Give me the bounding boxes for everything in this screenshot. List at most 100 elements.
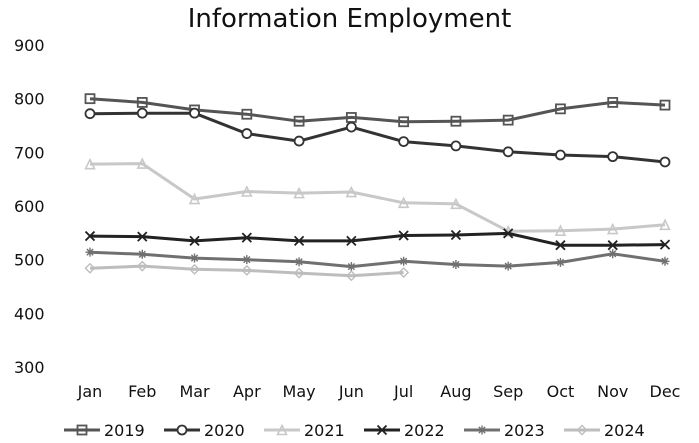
x-tick-label: Jun — [338, 382, 364, 401]
series-2023 — [85, 247, 670, 272]
data-point-2019-Jul — [398, 116, 410, 128]
data-point-2020-Jun — [345, 121, 357, 133]
y-tick-label: 900 — [14, 36, 45, 55]
x-tick-label: Apr — [233, 382, 261, 401]
data-point-2022-Oct — [555, 240, 566, 251]
x-tick-label: May — [283, 382, 316, 401]
data-point-2019-Feb — [136, 97, 148, 108]
data-point-2023-Oct — [555, 257, 565, 267]
data-point-2022-Feb — [137, 231, 148, 242]
x-tick-label: Jan — [77, 382, 103, 401]
data-point-2021-Jun — [345, 185, 358, 198]
legend-swatch-marker — [176, 424, 188, 436]
data-point-2023-Aug — [451, 259, 461, 269]
data-point-2023-May — [294, 257, 304, 267]
y-axis: 900 800 700 600 500 400 300 — [14, 36, 45, 377]
data-point-2019-Sep — [502, 114, 514, 126]
legend-swatch-marker — [477, 425, 487, 435]
x-tick-label: Jul — [393, 382, 413, 401]
data-point-2024-May — [293, 267, 305, 279]
legend-swatch-marker — [376, 424, 388, 436]
data-point-2022-Dec — [659, 239, 671, 250]
data-point-2022-Apr — [241, 232, 252, 243]
data-point-2020-May — [293, 135, 305, 147]
data-point-2021-Apr — [241, 185, 253, 197]
legend-item-2024: 2024 — [564, 421, 645, 440]
data-point-2023-Mar — [190, 253, 200, 263]
data-point-2019-Jan — [84, 93, 96, 105]
chart-title: Information Employment — [187, 4, 512, 34]
data-point-2020-Jan — [84, 108, 96, 120]
legend-label: 2021 — [304, 421, 345, 440]
x-tick-label: Dec — [650, 382, 681, 401]
data-point-2020-Apr — [241, 128, 253, 139]
data-point-2022-Jun — [346, 235, 357, 247]
data-point-2019-Dec — [659, 99, 671, 111]
series-2024 — [84, 260, 410, 282]
series-2022 — [84, 228, 671, 251]
data-point-2021-Jul — [397, 196, 410, 209]
legend-swatch-marker — [76, 424, 88, 436]
data-point-2024-Mar — [189, 263, 201, 275]
legend-swatch-marker — [576, 424, 588, 436]
series-group — [84, 93, 671, 282]
x-axis: Jan Feb Mar Apr May Jun Jul Aug Sep Oct Nov Dec — [77, 382, 681, 401]
data-point-2020-Dec — [659, 156, 671, 168]
data-point-2020-Oct — [555, 149, 566, 161]
series-2021 — [84, 157, 671, 237]
data-point-2019-Apr — [241, 108, 253, 120]
legend-item-2020: 2020 — [164, 421, 245, 440]
data-point-2024-Feb — [136, 260, 148, 272]
data-point-2022-Nov — [607, 240, 618, 251]
legend-label: 2019 — [104, 421, 145, 440]
legend-label: 2022 — [404, 421, 445, 440]
data-point-2024-Apr — [241, 264, 253, 276]
data-point-2024-Jan — [84, 262, 96, 274]
y-tick-label: 800 — [14, 90, 45, 109]
data-point-2023-Apr — [242, 255, 252, 265]
y-tick-label: 700 — [14, 143, 45, 162]
data-point-2022-Jan — [84, 230, 96, 242]
series-2020 — [84, 107, 671, 168]
series-line-2021 — [89, 162, 666, 233]
data-point-2021-Aug — [450, 197, 462, 210]
data-point-2020-Jul — [398, 136, 410, 148]
data-point-2021-Oct — [554, 224, 567, 236]
legend-item-2019: 2019 — [64, 421, 145, 440]
legend-label: 2023 — [504, 421, 545, 440]
series-2019 — [84, 93, 671, 128]
data-point-2019-Oct — [555, 103, 566, 115]
x-tick-label: Feb — [128, 382, 156, 401]
data-point-2023-Jul — [399, 256, 409, 266]
legend-swatch-marker — [276, 423, 288, 436]
data-point-2023-Feb — [137, 249, 147, 259]
data-point-2021-Nov — [606, 222, 619, 235]
data-point-2020-Nov — [607, 151, 619, 163]
legend-item-2023: 2023 — [464, 421, 545, 440]
x-tick-label: Oct — [547, 382, 575, 401]
legend-label: 2020 — [204, 421, 245, 440]
data-point-2019-May — [293, 115, 305, 127]
data-point-2021-Mar — [188, 192, 201, 205]
series-line-2023 — [89, 250, 666, 269]
data-point-2023-Jun — [346, 262, 356, 272]
data-point-2022-Sep — [503, 228, 514, 239]
series-line-2020 — [89, 111, 666, 164]
data-point-2022-May — [293, 235, 305, 247]
data-point-2021-May — [293, 186, 305, 199]
data-point-2022-Mar — [189, 235, 200, 247]
data-point-2024-Jul — [398, 267, 410, 279]
y-tick-label: 600 — [14, 197, 45, 216]
data-point-2023-Jan — [85, 247, 95, 257]
data-point-2021-Dec — [659, 218, 671, 231]
data-point-2024-Jun — [345, 270, 357, 282]
data-point-2020-Mar — [189, 107, 200, 119]
data-point-2020-Feb — [136, 107, 148, 119]
data-point-2019-Aug — [450, 115, 462, 127]
y-tick-label: 500 — [14, 251, 45, 270]
data-point-2020-Sep — [502, 146, 514, 158]
x-tick-label: Aug — [440, 382, 471, 401]
x-tick-label: Mar — [179, 382, 210, 401]
legend: 2019 2020 2021 2022 2023 2024 — [64, 421, 645, 440]
